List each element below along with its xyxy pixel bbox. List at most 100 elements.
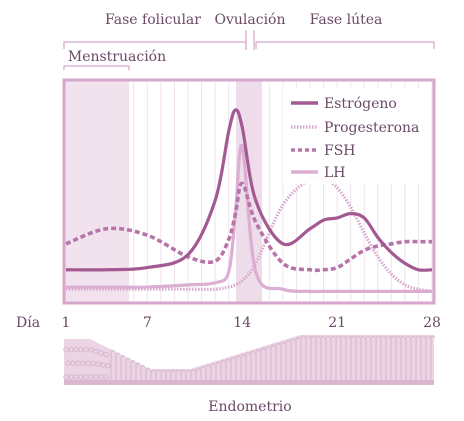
endometrium-gland <box>340 335 346 383</box>
endometrium-gland <box>330 335 336 383</box>
endometrium-gland <box>250 350 256 383</box>
endometrium-gland <box>390 335 396 383</box>
endometrium-gland <box>275 342 281 383</box>
bracket-follicular <box>63 41 247 49</box>
endometrium-cell <box>103 374 109 380</box>
endometrium-gland <box>210 362 216 383</box>
endometrium-gland <box>205 364 211 383</box>
endometrium-gland <box>215 361 221 383</box>
endometrium-gland <box>365 335 371 383</box>
legend: Estrógeno Progesterona FSH LH <box>283 88 421 184</box>
endometrium-gland <box>195 367 201 383</box>
endometrium-gland <box>255 349 261 383</box>
endometrium-gland <box>160 369 166 383</box>
endometrium-cell <box>88 347 94 353</box>
endometrium-gland <box>375 335 381 383</box>
endometrium-gland <box>150 369 156 383</box>
endometrium-gland <box>430 335 436 383</box>
axis-label-day: Día <box>16 315 40 331</box>
endometrium-gland <box>120 354 126 383</box>
endometrium-gland <box>315 335 321 383</box>
endometrium-cell <box>63 374 69 380</box>
endometrium-cell <box>88 374 94 380</box>
endometrium-gland <box>235 355 241 383</box>
legend-label-progesterone: Progesterona <box>324 120 419 136</box>
hormone-series <box>65 108 433 294</box>
endometrium-gland <box>355 335 361 383</box>
endometrium-label: Endometrio <box>208 399 291 415</box>
endometrium-cell <box>75 360 81 366</box>
endometrium-cell <box>68 374 74 380</box>
endometrium-gland <box>300 335 306 383</box>
endometrium-gland <box>325 335 331 383</box>
endometrium-gland <box>145 367 151 383</box>
endometrium-gland <box>170 369 176 383</box>
endometrium-cell <box>83 346 89 353</box>
endometrium-gland <box>185 369 191 383</box>
endometrium-gland <box>125 357 131 383</box>
series-line-progesterone <box>65 175 433 293</box>
series-line-lh <box>66 143 432 294</box>
endometrium-gland <box>265 345 271 383</box>
legend-label-estrogen: Estrógeno <box>324 96 397 112</box>
endometrium-gland <box>135 362 141 383</box>
endometrium-cell <box>83 374 89 380</box>
endometrium-cell <box>95 361 101 367</box>
endometrium-gland <box>410 335 416 383</box>
endometrium-gland <box>320 335 326 383</box>
endometrium-cell <box>65 360 71 366</box>
endometrium-cell <box>73 374 79 380</box>
endometrium-gland <box>270 344 276 383</box>
bracket-luteal <box>255 41 435 49</box>
plot-frame <box>62 78 436 305</box>
endometrium-gland <box>285 339 291 383</box>
endometrium-gland <box>385 335 391 383</box>
legend-label-lh: LH <box>324 165 346 181</box>
endometrium-gland <box>260 347 266 383</box>
endometrium-cell <box>70 360 76 366</box>
endometrium-gland <box>350 335 356 383</box>
endometrium-cell <box>80 360 86 366</box>
endometrium-cell <box>105 363 111 369</box>
endometrium-gland <box>290 338 296 383</box>
endometrium-gland <box>295 336 301 383</box>
phase-label-luteal: Fase lútea <box>310 12 383 28</box>
endometrium-gland <box>405 335 411 383</box>
phase-label-ovulation: Ovulación <box>215 12 286 28</box>
endometrium-gland <box>370 335 376 383</box>
endometrium-gland <box>425 335 431 383</box>
grid-lines <box>65 82 433 301</box>
endometrium-gland <box>230 356 236 383</box>
endometrium-gland <box>240 353 246 383</box>
endometrium-gland <box>395 335 401 383</box>
endometrium-gland <box>310 335 316 383</box>
phase-label-menstruation: Menstruación <box>68 49 166 65</box>
endometrium-gland <box>200 366 206 383</box>
endometrium-gland <box>360 335 366 383</box>
endometrium-cell <box>78 346 84 353</box>
endometrium-cell <box>98 350 104 356</box>
endometrium-gland <box>335 335 341 383</box>
endometrium-gland <box>345 335 351 383</box>
tick-label-28: 28 <box>423 315 441 331</box>
endometrium-cell <box>85 360 91 366</box>
phase-brackets <box>63 30 435 70</box>
endometrium-cell <box>103 351 109 358</box>
endometrium-gland <box>110 349 116 383</box>
endometrium-gland <box>130 359 136 383</box>
legend-label-fsh: FSH <box>324 143 356 159</box>
endometrium-gland <box>225 358 231 383</box>
endometrium-gland <box>220 359 226 383</box>
endometrium-gland <box>415 335 421 383</box>
endometrium-illustration <box>63 335 436 385</box>
bracket-menstruation <box>63 65 130 70</box>
endometrium-gland <box>140 364 146 383</box>
endometrium-gland <box>175 369 181 383</box>
endometrium-gland <box>190 369 196 383</box>
endometrium-gland <box>420 335 426 383</box>
endometrium-gland <box>180 369 186 383</box>
endometrium-gland <box>115 352 121 383</box>
tick-label-21: 21 <box>328 315 346 331</box>
endometrium-cell <box>63 346 69 353</box>
